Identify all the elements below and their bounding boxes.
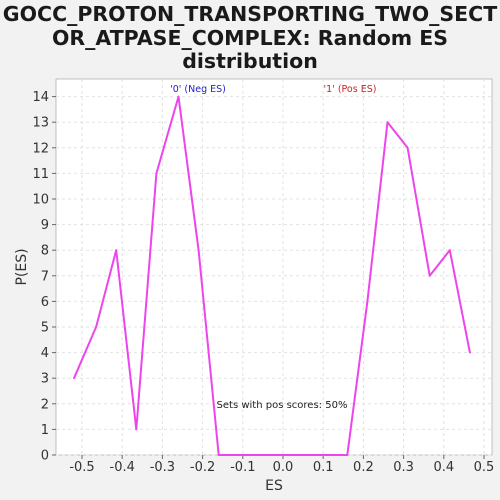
data-point <box>257 454 260 456</box>
series-group <box>73 95 471 456</box>
chart-title: GOCC_PROTON_TRANSPORTING_TWO_SECT OR_ATP… <box>0 2 500 74</box>
plot-area <box>55 78 493 456</box>
data-point <box>406 146 409 149</box>
data-point <box>115 249 118 252</box>
legend-neg-es: '0' (Neg ES) <box>170 84 226 95</box>
y-tick-label: 8 <box>41 244 49 259</box>
data-point <box>237 454 240 456</box>
y-tick-label: 9 <box>41 218 49 233</box>
data-point <box>366 300 369 303</box>
y-tick-label: 11 <box>32 167 49 182</box>
chart-title-line-2: OR_ATPASE_COMPLEX: Random ES <box>51 25 449 50</box>
data-point <box>448 249 451 252</box>
x-tick-label: 0.4 <box>433 460 454 475</box>
x-tick-label: 0.5 <box>474 460 495 475</box>
data-point <box>73 377 75 380</box>
x-tick-label: 0.2 <box>353 460 374 475</box>
data-point <box>428 274 431 277</box>
y-tick-label: 5 <box>41 321 49 336</box>
data-point <box>469 351 471 354</box>
data-point <box>346 454 349 456</box>
x-tick-label: -0.5 <box>69 460 94 475</box>
data-point <box>338 454 341 456</box>
y-tick-label: 7 <box>41 269 49 284</box>
x-tick-label: 0.0 <box>273 460 294 475</box>
y-axis-label: P(ES) <box>14 248 30 285</box>
x-tick-label: 0.3 <box>393 460 414 475</box>
data-point <box>217 454 220 456</box>
data-point <box>386 121 389 124</box>
x-tick-label: 0.1 <box>313 460 334 475</box>
data-point <box>155 172 158 175</box>
y-tick-label: 0 <box>41 449 49 464</box>
chart-title-line-3: distribution <box>182 49 318 73</box>
chart-title-line-1: GOCC_PROTON_TRANSPORTING_TWO_SECT <box>2 2 498 26</box>
x-tick-label: -0.4 <box>110 460 135 475</box>
data-point <box>135 428 138 431</box>
y-tick-label: 4 <box>41 346 49 361</box>
pos-scores-annotation: Sets with pos scores: 50% <box>217 400 348 411</box>
y-tick-label: 3 <box>41 372 49 387</box>
x-tick-label: -0.2 <box>190 460 215 475</box>
y-tick-label: 13 <box>32 116 49 131</box>
legend-pos-es: '1' (Pos ES) <box>324 84 377 95</box>
data-point <box>177 95 180 98</box>
data-point <box>95 326 97 328</box>
y-tick-label: 10 <box>32 193 49 208</box>
y-tick-label: 1 <box>41 423 49 438</box>
y-tick-label: 12 <box>32 141 49 156</box>
y-tick-label: 2 <box>41 397 49 412</box>
x-axis-ticks: -0.5 -0.4 -0.3 -0.2 -0.1 0.0 0.1 0.2 0.3 0.4 0.5 <box>69 455 494 475</box>
grid <box>56 79 492 456</box>
x-tick-label: -0.3 <box>150 460 175 475</box>
y-tick-label: 14 <box>32 90 49 105</box>
data-point <box>278 454 280 456</box>
x-axis-label: ES <box>265 478 283 494</box>
y-tick-label: 6 <box>41 295 49 310</box>
data-point <box>197 249 200 252</box>
data-point <box>318 454 321 456</box>
data-point <box>298 454 300 456</box>
x-tick-label: -0.1 <box>230 460 255 475</box>
